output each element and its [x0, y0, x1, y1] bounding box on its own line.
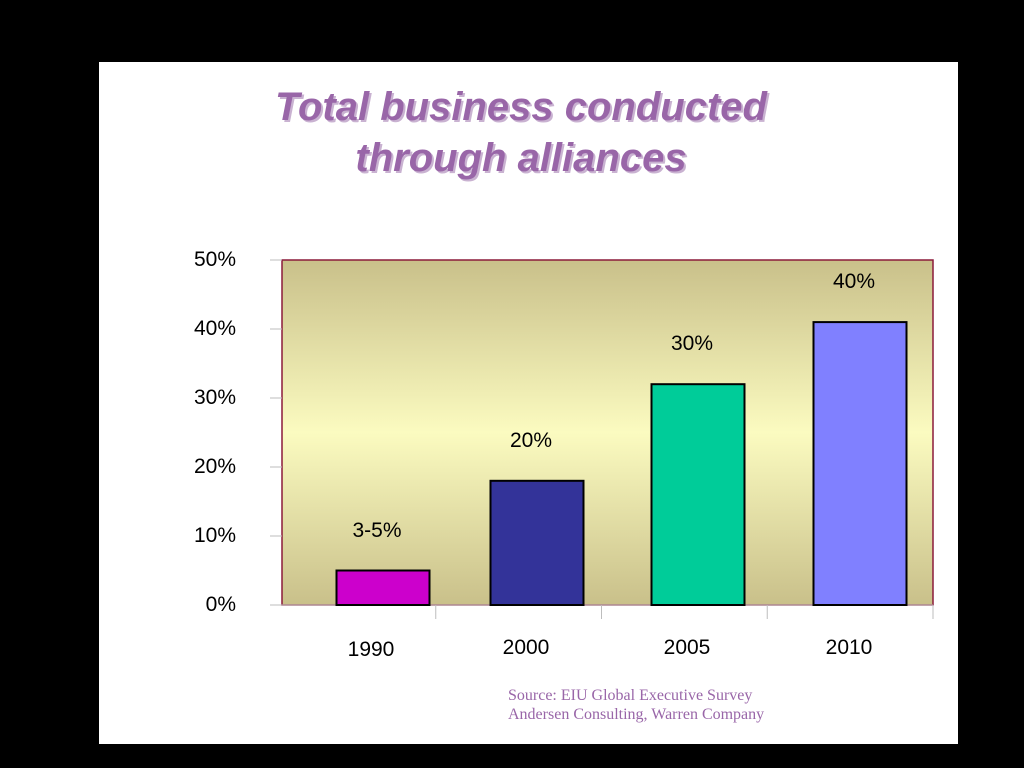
data-label-2000: 20% — [509, 428, 553, 452]
y-tick-label: 30% — [193, 386, 236, 409]
bar-2000 — [489, 479, 585, 606]
y-tick-label: 0% — [205, 593, 236, 616]
x-tick-label: 2010 — [825, 636, 873, 659]
x-tick-label: 2005 — [663, 636, 711, 659]
bars — [335, 321, 908, 607]
chart-title-line-2: through alliances — [355, 136, 687, 180]
data-label-2005: 30% — [670, 332, 714, 356]
bar-2010 — [812, 321, 908, 606]
x-tick-label: 1990 — [347, 638, 395, 661]
data-label-2010: 40% — [832, 270, 876, 294]
chart-title-line-1: Total business conducted — [275, 85, 767, 129]
chart-title: Total business conducted through allianc… — [0, 0, 989, 200]
y-tick-label: 10% — [193, 524, 236, 547]
bar-1990 — [335, 569, 431, 606]
y-tick-label: 50% — [193, 248, 236, 271]
y-tick-label: 40% — [193, 317, 236, 340]
bar-2005 — [650, 383, 746, 607]
data-label-1990: 3-5% — [352, 518, 402, 542]
x-tick-label: 2000 — [502, 636, 550, 659]
source-line-2: Andersen Consulting, Warren Company — [508, 706, 765, 723]
source-line-1: Source: EIU Global Executive Survey — [508, 687, 753, 704]
y-tick-label: 20% — [193, 455, 236, 478]
